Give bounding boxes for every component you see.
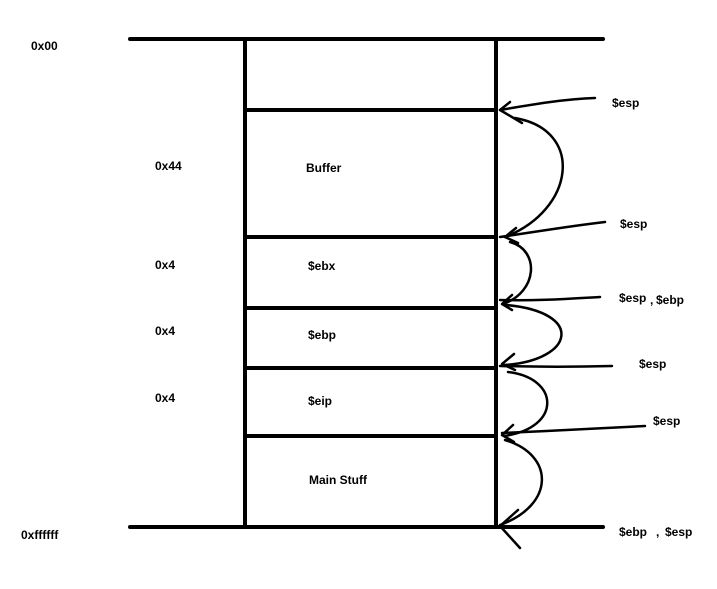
esp-pointer-label-1: $esp (612, 96, 640, 110)
eip-cell-label: $eip (308, 394, 333, 408)
curve-head-3 (500, 352, 517, 372)
bottom-arrowhead (498, 508, 522, 550)
pop-curve-3 (503, 303, 563, 367)
ebp-pointer-label-3: $ebp (656, 293, 685, 307)
buffer-cell-label: Buffer (306, 161, 342, 175)
esp-pointer-label-6: $esp (665, 525, 693, 539)
pop-curve-2 (501, 240, 533, 306)
pop-curve-5 (498, 438, 544, 527)
ebp-cell-label: $ebp (308, 328, 337, 342)
ebp-pointer-label-6: $ebp (619, 525, 648, 539)
bottom-address-label: 0xffffff (21, 528, 59, 542)
esp-ebp-arrow-3 (498, 295, 602, 302)
buffer-size-label: 0x44 (155, 159, 182, 173)
esp-arrow-2 (498, 220, 607, 239)
pointer-separator-3: , (650, 293, 654, 307)
esp-pointer-label-4: $esp (639, 357, 667, 371)
curve-head-4 (500, 423, 516, 444)
top-address-label: 0x00 (31, 39, 58, 53)
ebx-size-label: 0x4 (155, 258, 176, 272)
esp-arrow-1 (498, 96, 597, 112)
esp-arrow-4 (498, 364, 614, 368)
pop-curve-1 (503, 116, 564, 239)
esp-arrow-5 (500, 424, 647, 435)
ebx-cell-label: $ebx (308, 259, 336, 273)
pointer-separator-6: , (656, 525, 660, 539)
curve-head-2 (500, 293, 514, 312)
main-stuff-cell-label: Main Stuff (309, 473, 367, 487)
eip-size-label: 0x4 (155, 391, 176, 405)
esp-pointer-label-3: $esp (619, 291, 647, 305)
esp-pointer-label-5: $esp (653, 414, 681, 428)
ebp-size-label: 0x4 (155, 324, 176, 338)
esp-pointer-label-2: $esp (620, 217, 648, 231)
